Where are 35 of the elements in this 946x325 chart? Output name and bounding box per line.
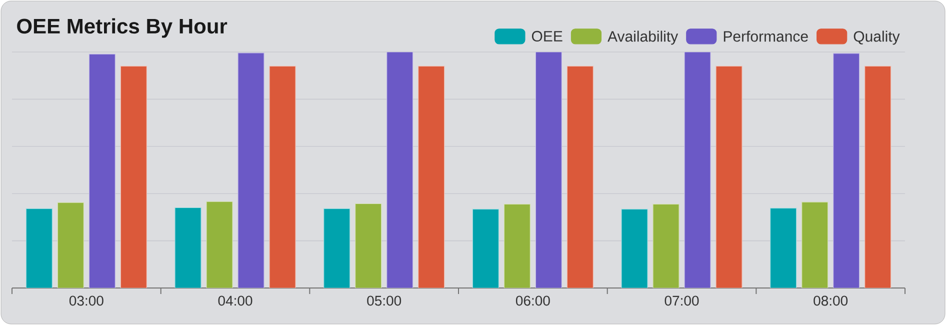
x-tick-label: 06:00 [516,296,550,306]
x-tick-label: 04:00 [218,296,252,306]
bar [88,54,116,288]
bar [238,52,264,288]
x-tick-label: 03:00 [69,296,104,306]
bar [26,208,52,288]
bar [386,52,414,288]
bar [504,204,530,288]
x-tick-label: 07:00 [664,296,699,306]
bar [324,208,350,288]
bar [566,66,594,288]
legend-label: Performance [724,30,808,42]
bar [57,202,84,288]
bar [864,66,892,288]
bar [802,202,828,288]
chart-title: OEE Metrics By Hour [17,18,228,38]
bar [833,53,860,288]
bar [355,203,382,288]
bar [652,204,680,288]
legend-label: Availability [608,30,678,45]
bar [535,52,562,288]
bar [770,208,797,288]
bar [621,208,648,288]
bar [418,66,445,288]
legend-label: Quality [854,30,900,45]
x-tick-label: 05:00 [367,296,402,306]
bar [206,201,233,288]
bar [120,66,147,288]
x-tick-label: 08:00 [814,296,848,306]
bar [684,52,711,288]
bar [716,66,742,288]
bar [472,208,499,288]
legend-label: OEE [532,30,562,42]
bar [269,66,296,288]
bar [174,207,202,288]
